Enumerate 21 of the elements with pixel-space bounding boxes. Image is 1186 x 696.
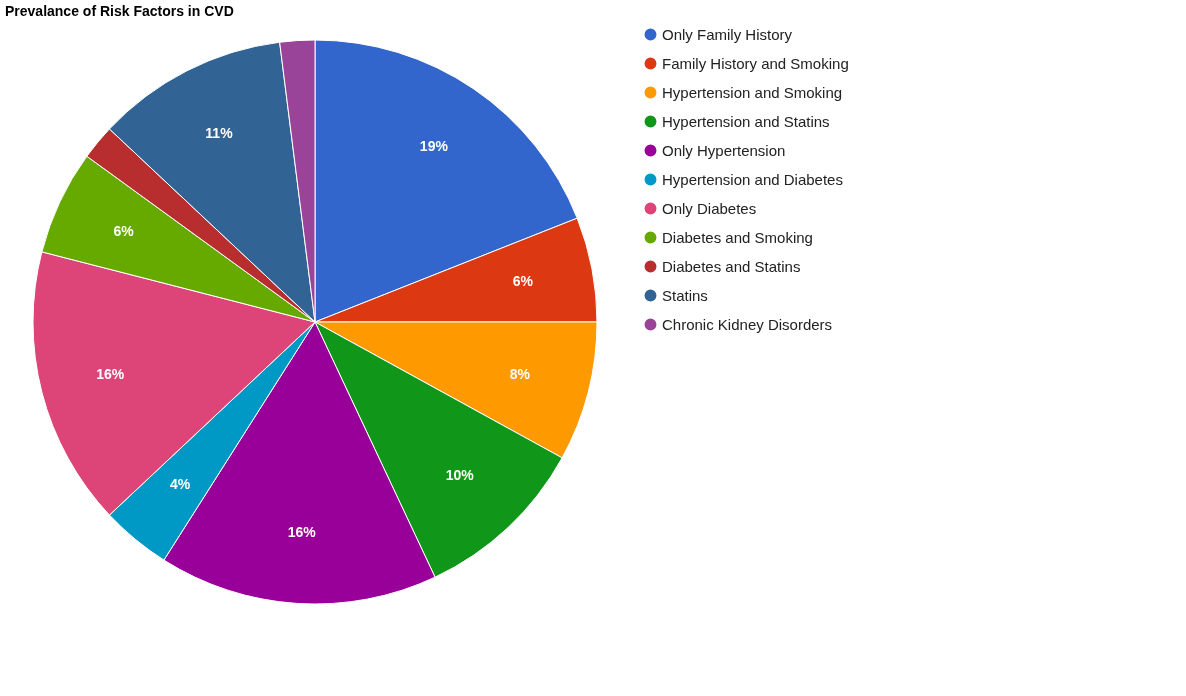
data-label: 16% [96,365,125,382]
chart-title: Prevalance of Risk Factors in CVD [5,3,234,19]
legend-label: Only Diabetes [662,199,757,217]
data-label: 6% [512,273,534,290]
legend-label: Family History and Smoking [662,54,849,72]
legend-label: Only Hypertension [662,141,786,159]
legend-label: Diabetes and Statins [662,257,801,275]
data-label: 16% [287,524,317,541]
legend-label: Only Family History [662,25,793,43]
data-label: 19% [419,138,449,155]
data-label: 10% [445,467,475,484]
legend-label: Hypertension and Statins [662,112,830,130]
legend-label: Hypertension and Smoking [662,83,843,101]
data-label: 11% [205,124,234,141]
data-label: 4% [170,475,191,492]
legend-label: Chronic Kidney Disorders [662,315,833,333]
data-label: 8% [509,365,531,382]
data-label: 6% [113,222,135,239]
legend-label: Diabetes and Smoking [662,228,813,246]
legend-label: Statins [662,286,708,304]
legend-label: Hypertension and Diabetes [662,170,843,188]
